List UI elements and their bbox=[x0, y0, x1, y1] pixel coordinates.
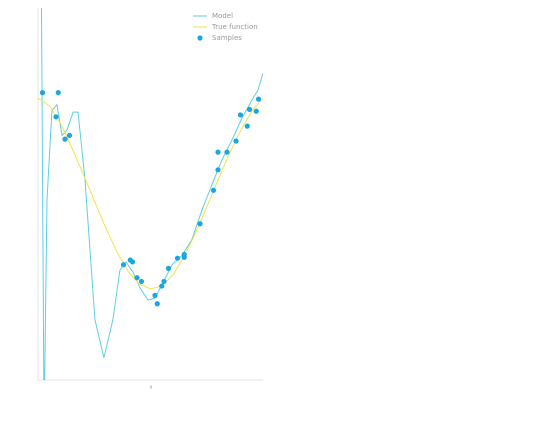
x-axis-label: x bbox=[150, 385, 153, 391]
sample-point bbox=[224, 149, 230, 155]
legend-label: Samples bbox=[212, 34, 242, 42]
sample-point bbox=[120, 262, 127, 268]
sample-point bbox=[62, 136, 68, 142]
sample-point bbox=[159, 283, 165, 289]
sample-point bbox=[39, 90, 46, 96]
legend-swatch bbox=[197, 35, 203, 41]
sample-point bbox=[55, 90, 61, 96]
sample-point bbox=[181, 251, 187, 258]
sample-point bbox=[246, 106, 253, 112]
sample-point bbox=[253, 108, 259, 114]
sample-point bbox=[129, 259, 136, 265]
sample-point bbox=[134, 275, 140, 281]
sample-point bbox=[165, 265, 172, 271]
sample-point bbox=[233, 138, 239, 144]
sample-point bbox=[197, 221, 203, 227]
sample-point bbox=[174, 255, 181, 261]
sample-point bbox=[244, 123, 250, 129]
sample-point bbox=[237, 112, 244, 118]
series-line bbox=[40, 8, 263, 380]
sample-point bbox=[53, 114, 59, 120]
sample-point bbox=[215, 167, 221, 173]
sample-point bbox=[255, 96, 262, 102]
sample-point bbox=[215, 149, 221, 155]
legend-label: Model bbox=[212, 12, 233, 20]
sample-point bbox=[154, 301, 160, 307]
sample-point bbox=[66, 132, 73, 139]
sample-point bbox=[161, 278, 167, 285]
sample-point bbox=[152, 292, 158, 298]
legend-label: True function bbox=[211, 23, 258, 31]
sample-point bbox=[138, 278, 145, 285]
series-line bbox=[38, 97, 263, 290]
sample-point bbox=[210, 187, 217, 193]
